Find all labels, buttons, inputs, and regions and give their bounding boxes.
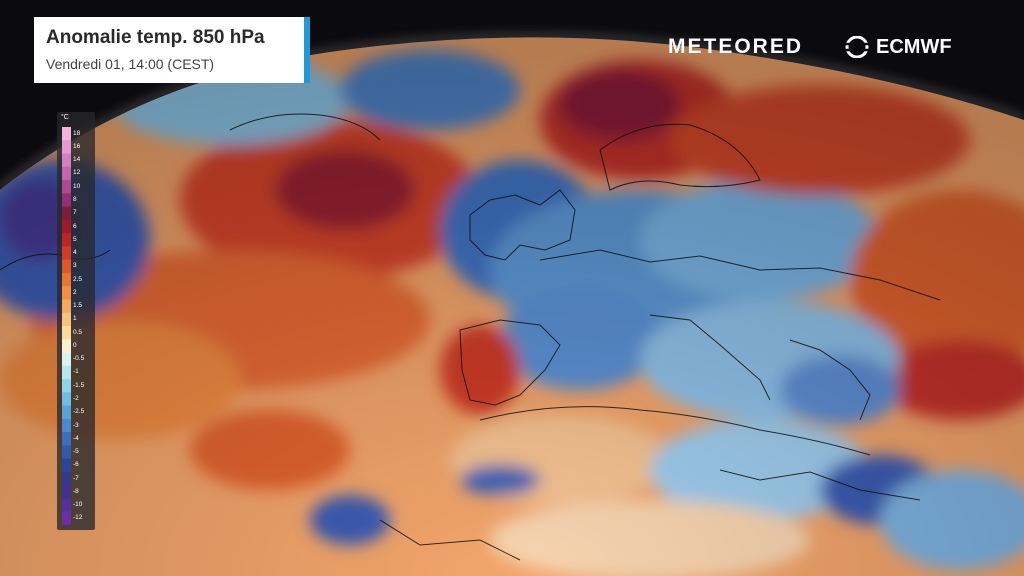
legend-swatch xyxy=(62,352,71,367)
meteored-logo: METEORED xyxy=(668,35,804,58)
legend-swatch xyxy=(62,471,71,486)
ecmwf-icon xyxy=(845,36,869,58)
legend-swatch xyxy=(62,272,71,287)
legend-swatch xyxy=(62,326,71,340)
legend-swatch xyxy=(62,180,71,194)
legend-tick-label: -10 xyxy=(73,501,83,509)
legend-tick-label: -7 xyxy=(73,474,79,482)
legend-swatch xyxy=(62,418,71,433)
legend-tick-label: 10 xyxy=(73,182,81,190)
legend-tick-label: -1.5 xyxy=(73,381,85,389)
legend-tick-label: 18 xyxy=(73,129,81,137)
legend-swatch xyxy=(62,153,71,168)
legend-swatch xyxy=(62,339,71,354)
legend-swatch xyxy=(62,511,71,525)
legend-tick-label: 6 xyxy=(73,222,77,230)
ecmwf-wordmark: ECMWF xyxy=(876,35,952,58)
legend-swatch xyxy=(62,259,71,274)
legend-tick-label: 0.5 xyxy=(73,328,83,336)
legend-swatch xyxy=(62,432,71,446)
legend-tick-label: -2 xyxy=(73,395,79,402)
legend-swatch xyxy=(62,233,71,247)
legend-swatch xyxy=(62,445,71,460)
legend-tick-label: 0 xyxy=(73,341,77,349)
legend-tick-label: -12 xyxy=(73,514,83,522)
legend-tick-label: -3 xyxy=(73,421,79,429)
color-legend: °C 18 16 14 12 10 8 7 6 5 4 3 2.5 2 1.5 1 0.5 0 -0.5 -1 -1.… xyxy=(57,112,95,530)
legend-tick-label: -5 xyxy=(73,448,79,455)
legend-tick-label: 2.5 xyxy=(73,275,83,283)
legend-tick-label: 8 xyxy=(73,196,77,203)
legend-swatch xyxy=(62,166,71,181)
legend-labels: 18 16 14 12 10 8 7 6 5 4 3 2.5 2 1.5 1 0.5 0 -0.5 -1 -1.5 -2… xyxy=(73,127,95,525)
legend-tick-label: 16 xyxy=(73,142,81,150)
map-title: Anomalie temp. 850 hPa xyxy=(46,27,265,48)
legend-swatch xyxy=(62,246,71,261)
ecmwf-logo: ECMWF xyxy=(842,35,952,59)
legend-tick-label: 4 xyxy=(73,249,77,256)
legend-swatch xyxy=(62,405,71,420)
legend-swatch xyxy=(62,312,71,327)
legend-tick-label: -0.5 xyxy=(73,355,85,363)
legend-tick-label: 5 xyxy=(73,235,77,243)
legend-swatch xyxy=(62,127,71,141)
legend-tick-label: -4 xyxy=(73,434,79,442)
legend-tick-label: -2.5 xyxy=(73,408,85,416)
legend-swatch xyxy=(62,379,71,393)
legend-tick-label: 1 xyxy=(73,315,77,323)
legend-swatch xyxy=(62,193,71,208)
legend-color-bar xyxy=(62,127,71,525)
legend-tick-label: 7 xyxy=(73,209,77,217)
legend-tick-label: 3 xyxy=(73,262,77,270)
legend-tick-label: -8 xyxy=(73,487,79,495)
legend-tick-label: -6 xyxy=(73,461,79,469)
legend-tick-label: 2 xyxy=(73,288,77,296)
legend-swatch xyxy=(62,140,71,155)
legend-swatch xyxy=(62,365,71,380)
legend-swatch xyxy=(62,498,71,513)
legend-tick-label: 14 xyxy=(73,156,81,164)
legend-swatch xyxy=(62,286,71,300)
legend-swatch xyxy=(62,299,71,314)
legend-unit: °C xyxy=(61,114,69,121)
legend-swatch xyxy=(62,458,71,473)
legend-tick-label: 1.5 xyxy=(73,302,83,310)
legend-swatch xyxy=(62,485,71,499)
map-title-box: Anomalie temp. 850 hPa Vendredi 01, 14:0… xyxy=(34,17,310,83)
legend-swatch xyxy=(62,219,71,234)
legend-tick-label: 12 xyxy=(73,169,81,177)
legend-swatch xyxy=(62,206,71,221)
legend-swatch xyxy=(62,392,71,407)
map-subtitle: Vendredi 01, 14:00 (CEST) xyxy=(46,56,215,72)
legend-tick-label: -1 xyxy=(73,368,79,376)
